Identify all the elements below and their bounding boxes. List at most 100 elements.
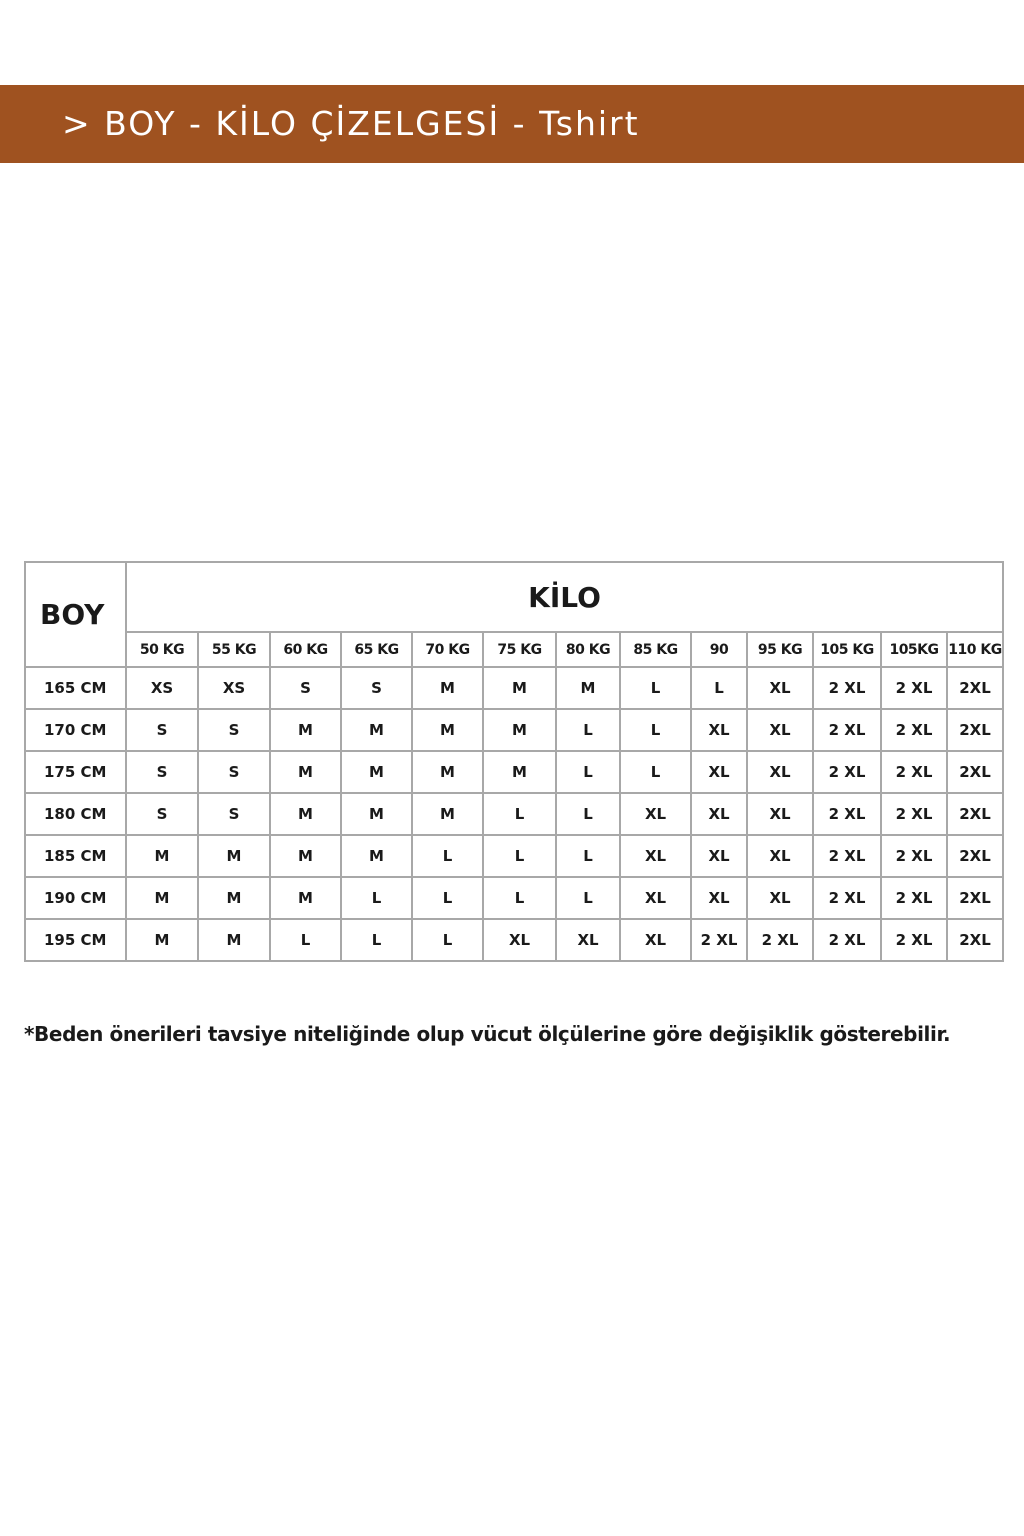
column-header: 65 KG [340,631,413,668]
size-cell: L [555,792,621,836]
size-cell: M [125,834,199,878]
column-header: 105KG [880,631,948,668]
size-cell: L [482,792,557,836]
size-cell: XL [746,708,814,752]
size-cell: S [125,750,199,794]
size-cell: 2 XL [880,918,948,962]
size-cell: XS [197,666,271,710]
size-cell: M [482,750,557,794]
size-cell: 2 XL [690,918,748,962]
size-cell: 2 XL [880,750,948,794]
column-header: 105 KG [812,631,882,668]
size-cell: 2 XL [812,876,882,920]
size-cell: 2 XL [812,666,882,710]
row-header: BOY [24,561,127,668]
size-cell: L [482,876,557,920]
column-header: 95 KG [746,631,814,668]
size-table: BOY KİLO 50 KG 55 KG 60 KG 65 KG 70 KG 75 KG 80 … [24,561,1005,962]
row-label: 190 CM [24,876,127,920]
note: *Beden önerileri tavsiye niteliğinde olu… [24,1022,951,1046]
size-cell: M [269,834,342,878]
row-label: 185 CM [24,834,127,878]
header-row: BOY KİLO [24,561,1005,668]
size-cell: M [197,876,271,920]
size-cell: M [197,834,271,878]
size-cell: 2 XL [880,708,948,752]
size-cell: XL [690,876,748,920]
size-cell: S [197,750,271,794]
row-label: 165 CM [24,666,127,710]
size-cell: 2 XL [880,792,948,836]
size-cell: L [619,708,692,752]
data-row: 195 CM M M L L L XL XL XL 2 XL 2 XL 2 XL 2 XL 2XL [24,918,1005,962]
column-header: 90 [690,631,748,668]
size-cell: M [340,708,413,752]
size-cell: XL [746,750,814,794]
size-cell: M [482,708,557,752]
size-cell: S [125,792,199,836]
size-cell: L [690,666,748,710]
size-cell: XL [746,834,814,878]
size-cell: 2XL [945,708,1005,752]
size-cell: M [411,750,484,794]
size-cell: M [340,750,413,794]
size-cell: 2XL [945,666,1005,710]
size-cell: XL [555,918,621,962]
size-cell: XL [690,834,748,878]
size-cell: XL [619,792,692,836]
column-row: 50 KG 55 KG 60 KG 65 KG 70 KG 75 KG 80 KG 85 KG… [25,631,1005,668]
size-cell: 2 XL [812,918,882,962]
size-cell: 2 XL [880,666,948,710]
size-cell: L [482,834,557,878]
size-cell: M [482,666,557,710]
size-cell: M [411,792,484,836]
size-cell: S [340,666,413,710]
data-row: 185 CM M M M M L L L XL XL XL 2 XL 2 XL 2XL [24,834,1005,878]
size-cell: 2XL [945,792,1005,836]
data-row: 180 CM S S M M M L L XL XL XL 2 XL 2 XL 2XL [24,792,1005,836]
size-cell: L [340,876,413,920]
banner: > BOY - KİLO ÇİZELGESİ - Tshirt [0,85,1024,163]
size-cell: S [125,708,199,752]
column-header: 80 KG [555,631,621,668]
size-cell: XL [619,876,692,920]
size-cell: 2XL [945,918,1005,962]
size-cell: L [269,918,342,962]
size-cell: L [555,750,621,794]
size-cell: L [340,918,413,962]
size-cell: S [269,666,342,710]
size-cell: L [555,834,621,878]
row-label: 195 CM [24,918,127,962]
column-header: 55 KG [197,631,271,668]
size-cell: M [340,792,413,836]
size-cell: L [411,918,484,962]
size-cell: 2XL [945,876,1005,920]
size-cell: M [269,792,342,836]
column-header: 70 KG [411,631,484,668]
size-cell: XL [482,918,557,962]
data-row: 170 CM S S M M M M L L XL XL 2 XL 2 XL 2XL [24,708,1005,752]
data-row: 190 CM M M M L L L L XL XL XL 2 XL 2 XL 2XL [24,876,1005,920]
data-row: 175 CM S S M M M M L L XL XL 2 XL 2 XL 2XL [24,750,1005,794]
size-cell: 2 XL [812,834,882,878]
size-cell: 2XL [945,834,1005,878]
size-cell: L [619,750,692,794]
size-cell: 2 XL [880,876,948,920]
column-header: 60 KG [269,631,342,668]
size-cell: M [269,876,342,920]
size-cell: M [411,666,484,710]
size-cell: XL [690,750,748,794]
size-cell: M [340,834,413,878]
size-cell: M [269,750,342,794]
size-cell: XS [125,666,199,710]
data-row: 165 CM XS XS S S M M M L L XL 2 XL 2 XL 2XL [24,666,1005,710]
size-cell: M [411,708,484,752]
size-cell: L [411,876,484,920]
size-cell: XL [619,918,692,962]
column-header: 110 KG [945,631,1005,668]
size-cell: S [197,708,271,752]
column-header: 85 KG [619,631,692,668]
size-cell: XL [746,666,814,710]
column-header: 50 KG [125,631,199,668]
size-cell: L [411,834,484,878]
